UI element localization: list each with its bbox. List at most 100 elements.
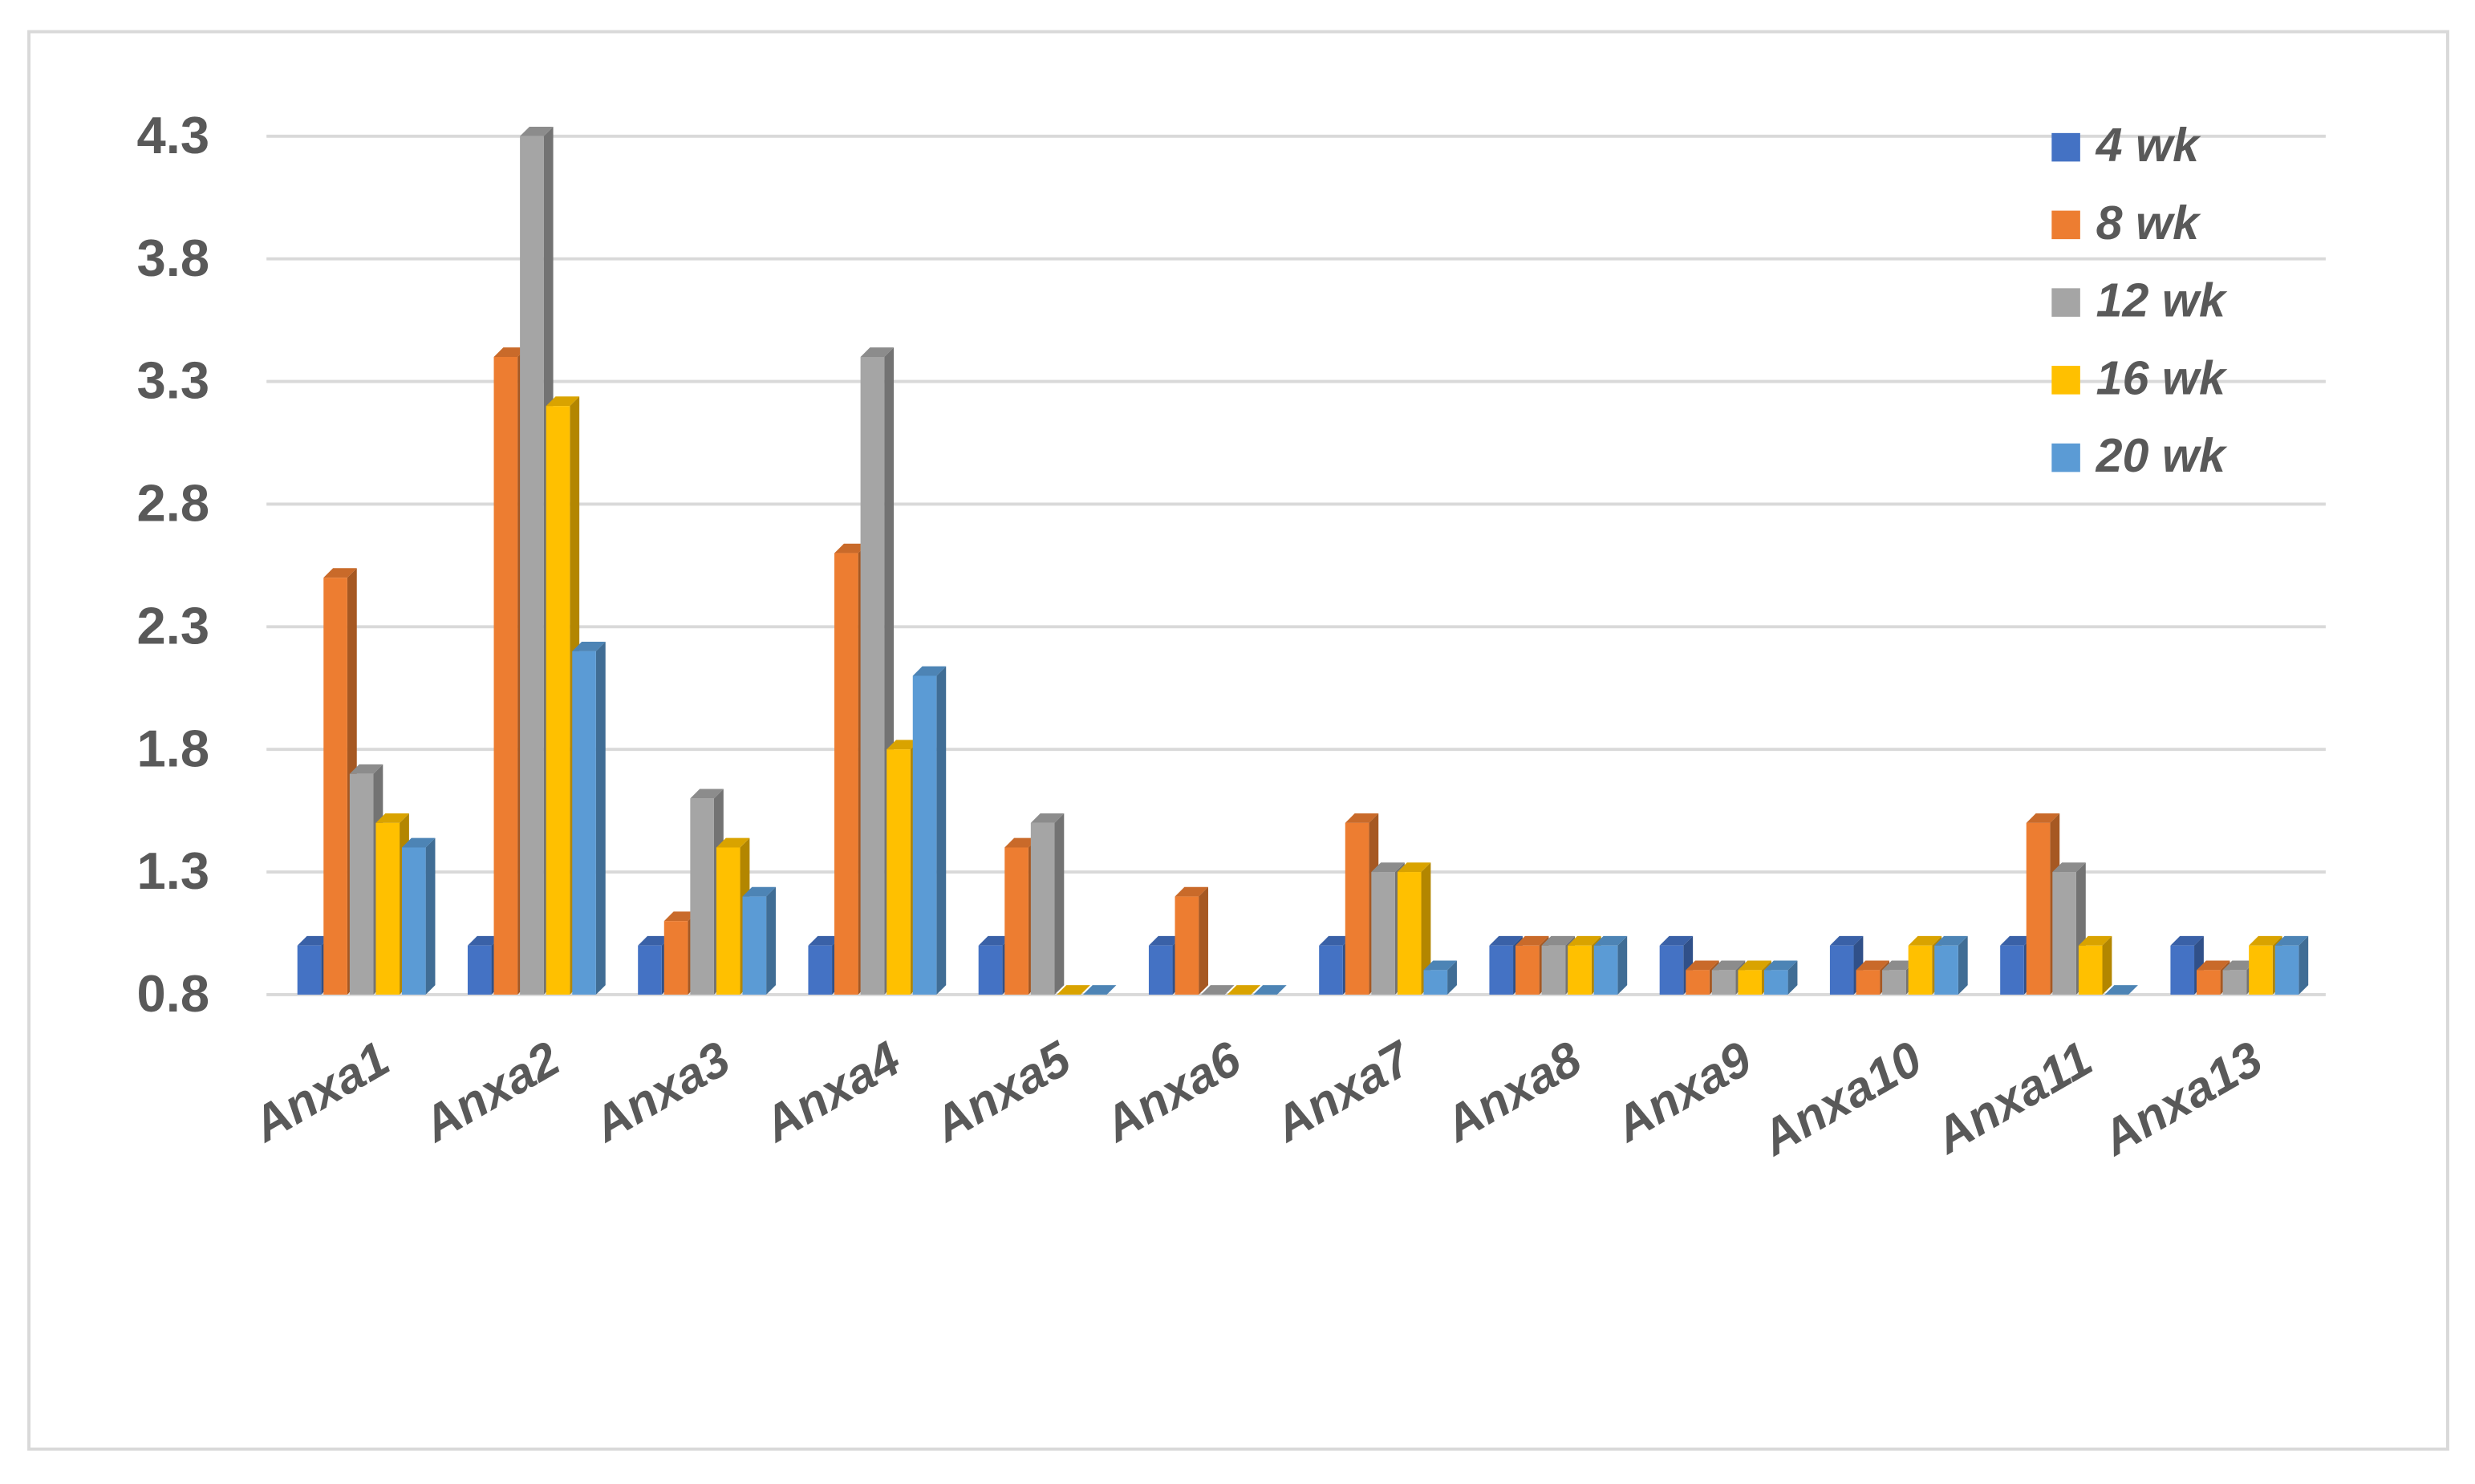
- bar-top: [912, 666, 947, 676]
- y-tick-label: 1.8: [137, 719, 210, 777]
- bar-top: [742, 886, 776, 897]
- bar-top: [1489, 935, 1523, 946]
- bar: [1371, 872, 1395, 995]
- bar-top: [1057, 985, 1090, 995]
- bar-top: [546, 396, 580, 407]
- bar: [1568, 945, 1592, 995]
- bar: [1763, 970, 1788, 995]
- bar-top: [1082, 985, 1117, 995]
- bar: [2000, 945, 2024, 995]
- bar-top: [1829, 935, 1864, 946]
- bar-top: [1515, 935, 1549, 946]
- bar: [2078, 945, 2103, 995]
- bar-side: [2102, 935, 2112, 995]
- bar: [1423, 970, 1448, 995]
- legend-swatch: [2051, 288, 2080, 317]
- bar-top: [1371, 862, 1405, 873]
- legend-swatch: [2051, 210, 2080, 240]
- bar-top: [860, 347, 895, 357]
- bar: [716, 847, 740, 995]
- bar-top: [467, 935, 501, 946]
- bar: [887, 749, 911, 995]
- bar: [297, 945, 322, 995]
- bar-top: [1227, 985, 1261, 995]
- bar: [1345, 822, 1369, 995]
- bar-top: [297, 935, 331, 946]
- bar-side: [595, 642, 606, 995]
- bar-top: [2078, 935, 2112, 946]
- bar: [520, 136, 544, 995]
- bar-side: [1958, 935, 1968, 995]
- bar: [1908, 945, 1933, 995]
- bar-top: [493, 347, 527, 357]
- bar: [834, 553, 858, 995]
- bar: [493, 356, 518, 995]
- bar: [2026, 822, 2051, 995]
- legend-swatch: [2051, 132, 2080, 162]
- bar-top: [1148, 935, 1183, 946]
- bar-top: [2170, 935, 2204, 946]
- bar: [2249, 945, 2273, 995]
- legend-label: 4 wk: [2096, 118, 2201, 172]
- bar-top: [1856, 960, 1889, 971]
- bar-side: [1787, 960, 1798, 995]
- bar-top: [2026, 813, 2060, 823]
- bar: [638, 945, 662, 995]
- legend-swatch: [2051, 366, 2080, 395]
- bar: [1738, 970, 1763, 995]
- legend-label: 8 wk: [2096, 196, 2201, 249]
- bar-top: [1423, 960, 1457, 971]
- bar-side: [1421, 862, 1431, 995]
- y-tick-label: 3.3: [137, 351, 210, 410]
- bar-top: [1201, 985, 1235, 995]
- bar-top: [887, 740, 920, 750]
- bar: [1934, 945, 1958, 995]
- bar: [1686, 970, 1710, 995]
- bar-top: [978, 935, 1012, 946]
- bar: [1541, 945, 1566, 995]
- bar-top: [2274, 935, 2309, 946]
- bar: [978, 945, 1003, 995]
- bar: [2222, 970, 2247, 995]
- bar-top: [2249, 935, 2282, 946]
- bar: [1004, 847, 1029, 995]
- bar-top: [690, 789, 724, 799]
- bar-side: [425, 837, 436, 995]
- bar: [663, 921, 688, 995]
- bar-side: [936, 666, 947, 995]
- bar: [860, 356, 885, 995]
- bar-top: [1593, 935, 1628, 946]
- bar-top: [2104, 985, 2138, 995]
- y-tick-label: 3.8: [137, 229, 210, 287]
- chart-border: [27, 30, 2449, 1451]
- bar: [402, 847, 426, 995]
- bar-top: [1319, 935, 1353, 946]
- bar: [1882, 970, 1906, 995]
- bar-top: [1568, 935, 1601, 946]
- bar-top: [2222, 960, 2257, 971]
- bar: [742, 896, 767, 995]
- bar-top: [1004, 837, 1038, 848]
- bar: [2196, 970, 2221, 995]
- bar-side: [2299, 935, 2309, 995]
- bar: [1515, 945, 1540, 995]
- bar: [349, 773, 374, 995]
- bar-top: [2000, 935, 2034, 946]
- bar-top: [2196, 960, 2230, 971]
- bar-top: [1541, 935, 1576, 946]
- bar: [1319, 945, 1343, 995]
- bar-top: [1763, 960, 1798, 971]
- bar: [2052, 872, 2076, 995]
- bar-top: [1397, 862, 1431, 873]
- bar-top: [349, 764, 383, 774]
- bar-top: [1711, 960, 1746, 971]
- bar-side: [1054, 813, 1065, 995]
- bar: [323, 578, 347, 995]
- bar: [1856, 970, 1881, 995]
- bar-top: [1345, 813, 1379, 823]
- bar: [467, 945, 492, 995]
- bar: [1659, 945, 1684, 995]
- bar-top: [1934, 935, 1968, 946]
- legend-label: 20 wk: [2096, 428, 2228, 482]
- y-tick-label: 2.8: [137, 474, 210, 533]
